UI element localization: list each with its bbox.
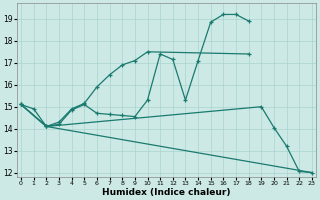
X-axis label: Humidex (Indice chaleur): Humidex (Indice chaleur) xyxy=(102,188,231,197)
